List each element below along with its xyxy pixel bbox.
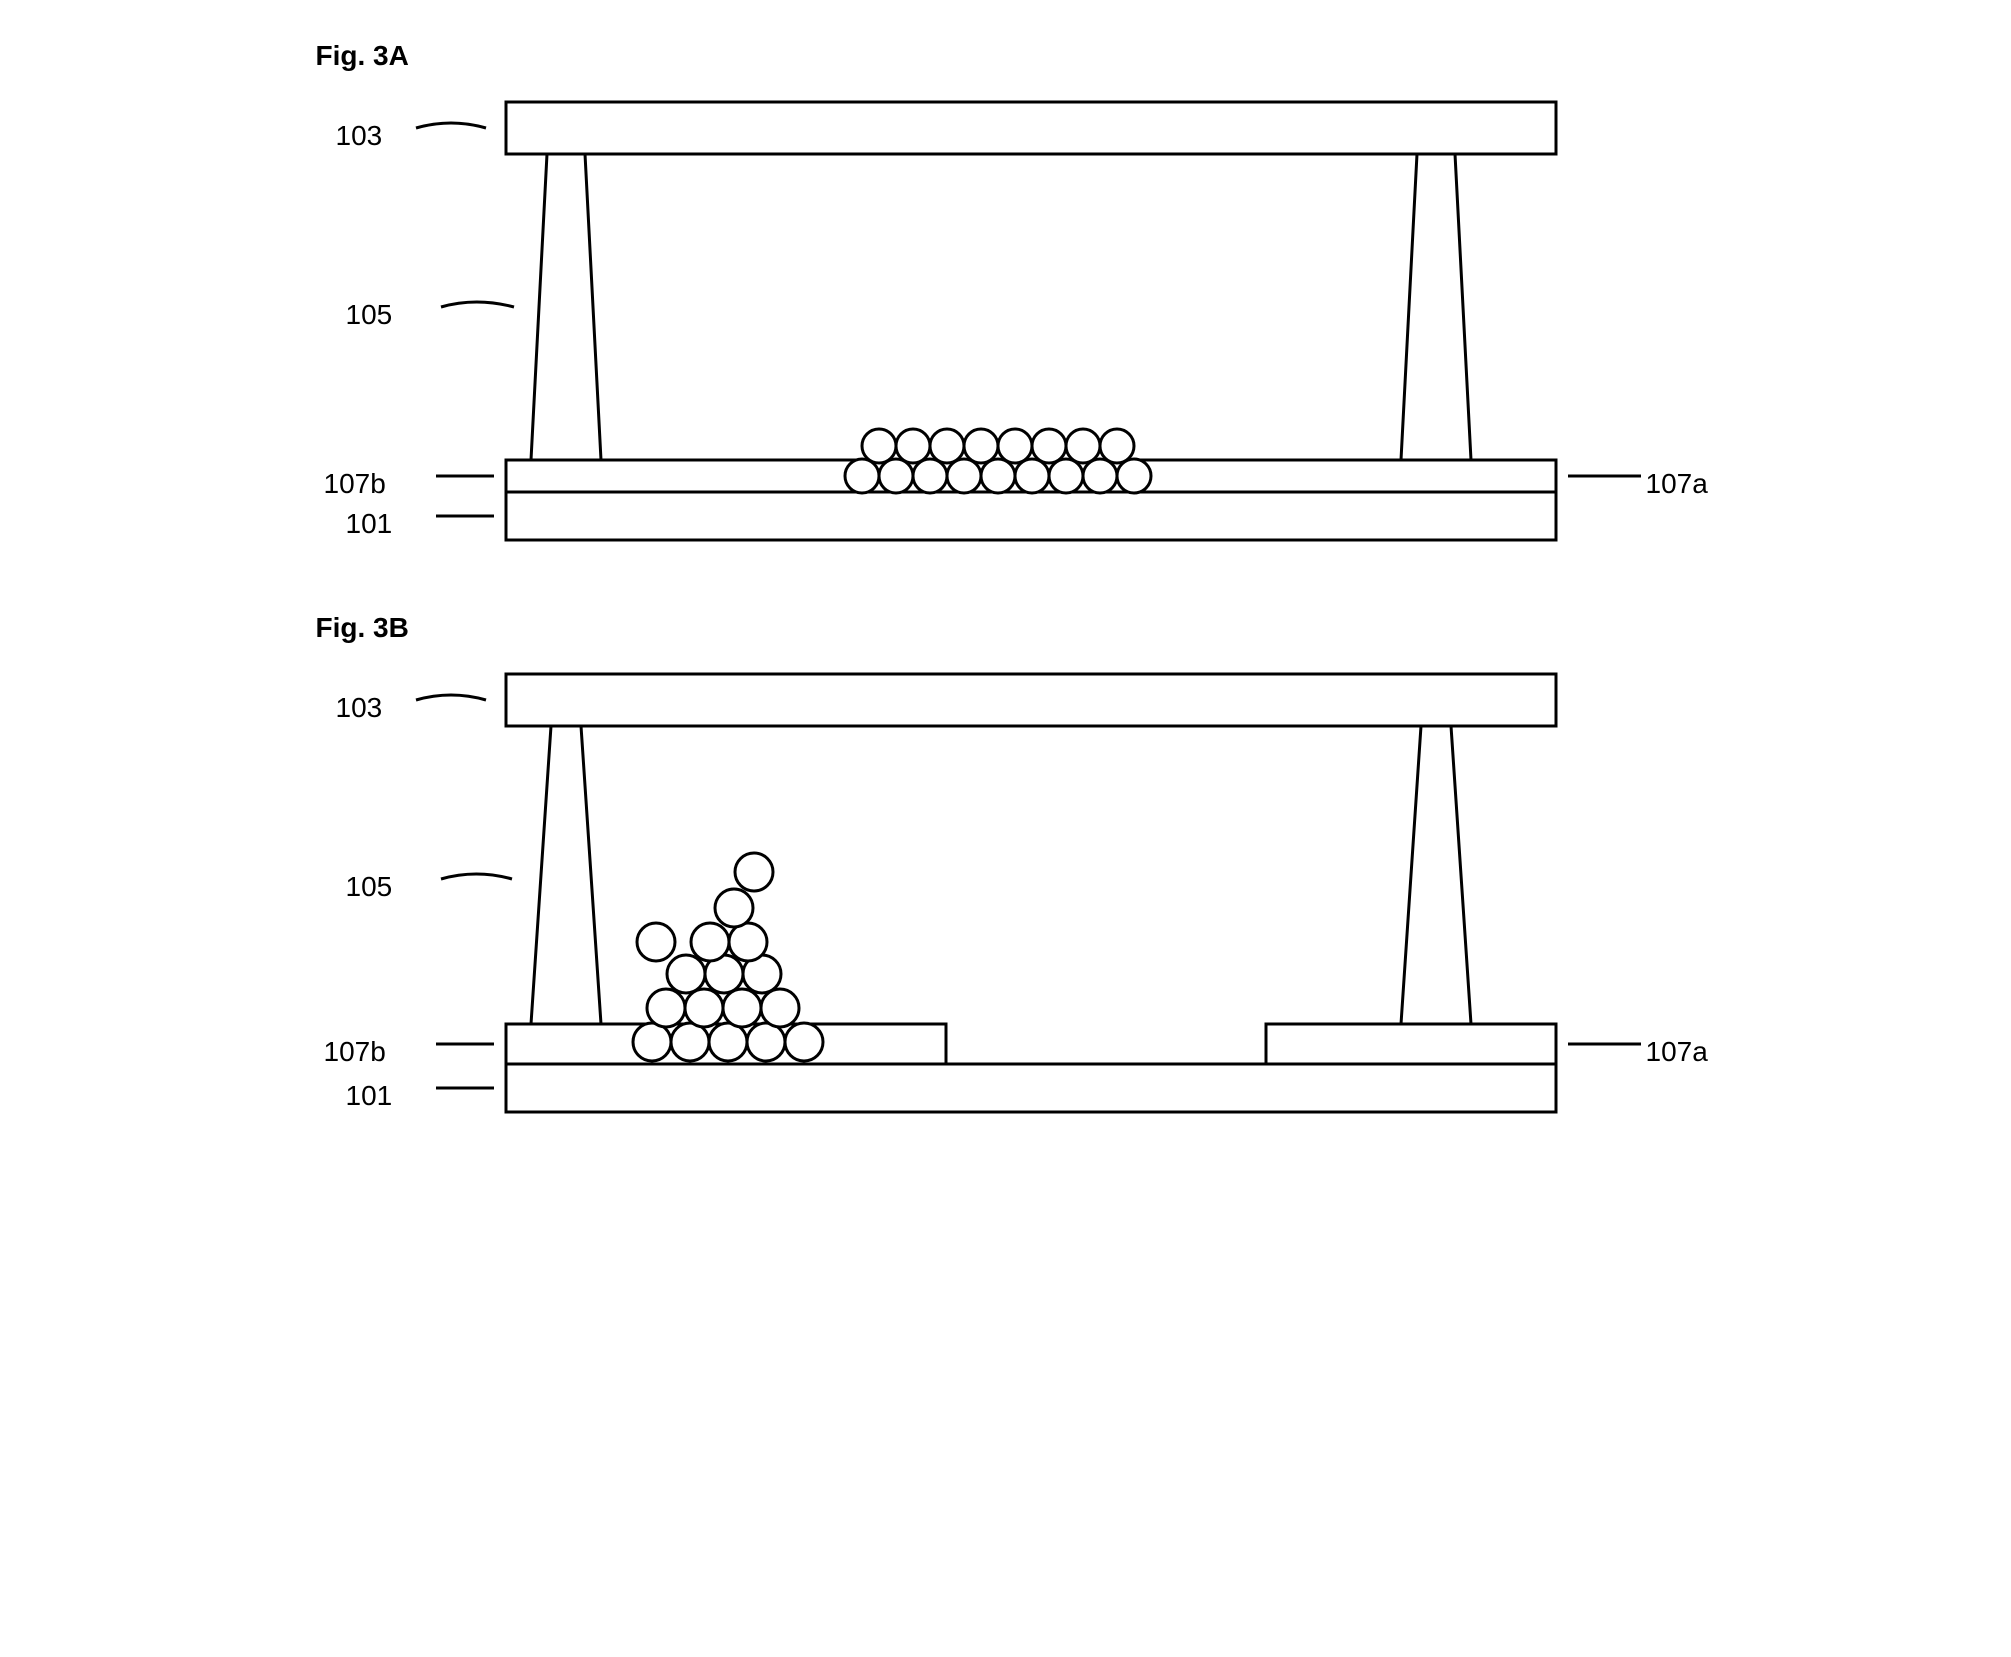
- figure-b-label: Fig. 3B: [316, 612, 1706, 644]
- figure-b-diagram: 103 105 107b 107a 101: [306, 654, 1706, 1134]
- figure-a-label: Fig. 3A: [316, 40, 1706, 72]
- figure-container: Fig. 3A 103 105 107b 107a 101 Fig. 3B 10…: [306, 40, 1706, 1134]
- ref-101-a: 101: [346, 508, 393, 540]
- figure-a-svg: [306, 82, 1706, 562]
- figure-a-diagram: 103 105 107b 107a 101: [306, 82, 1706, 562]
- ref-107b-a: 107b: [324, 468, 386, 500]
- ref-101-b: 101: [346, 1080, 393, 1112]
- ref-103-a: 103: [336, 120, 383, 152]
- ref-107a-a: 107a: [1646, 468, 1708, 500]
- ref-105-a: 105: [346, 299, 393, 331]
- ref-103-b: 103: [336, 692, 383, 724]
- ref-105-b: 105: [346, 871, 393, 903]
- ref-107a-b: 107a: [1646, 1036, 1708, 1068]
- ref-107b-b: 107b: [324, 1036, 386, 1068]
- figure-b-svg: [306, 654, 1706, 1134]
